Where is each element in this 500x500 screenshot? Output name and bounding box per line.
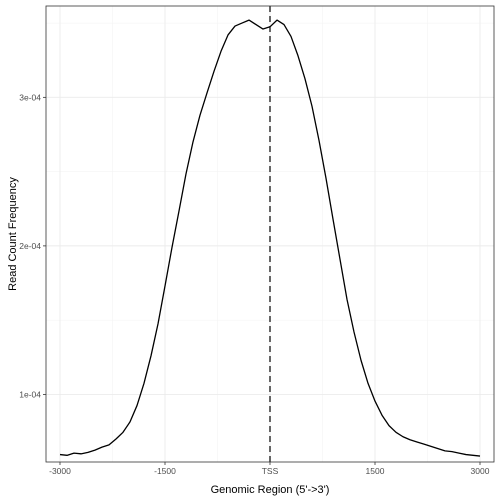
y-axis-title: Read Count Frequency — [7, 177, 19, 291]
x-tick-label: -1500 — [154, 466, 176, 476]
x-axis-title: Genomic Region (5'->3') — [211, 484, 330, 496]
y-tick-label: 3e-04 — [19, 92, 41, 102]
x-tick-label: TSS — [262, 466, 279, 476]
axis-ticks: -3000 -1500 TSS 1500 3000 1e-04 2e-04 3e-04 — [19, 92, 489, 476]
x-tick-label: 1500 — [366, 466, 385, 476]
x-tick-label: -3000 — [49, 466, 71, 476]
y-tick-label: 1e-04 — [19, 389, 41, 399]
x-tick-label: 3000 — [471, 466, 490, 476]
y-tick-label: 2e-04 — [19, 241, 41, 251]
